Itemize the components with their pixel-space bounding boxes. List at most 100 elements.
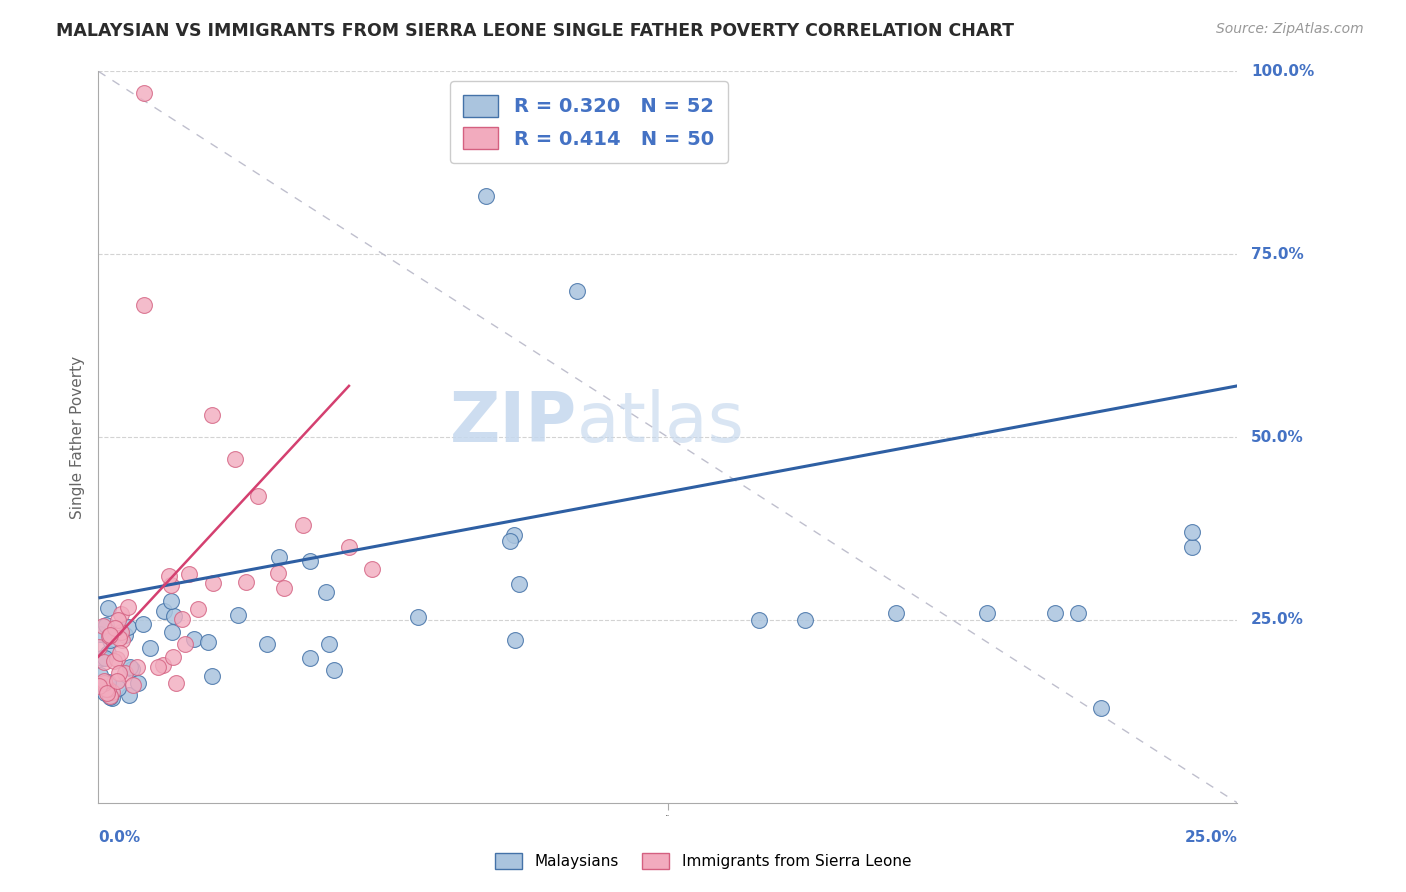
Point (256, 637, 278, 651)
Point (1067, 606, 1090, 620)
Point (98, 628, 121, 642)
Point (565, 284, 588, 298)
Point (118, 688, 141, 702)
Point (173, 637, 195, 651)
Point (87, 640, 110, 654)
Point (318, 637, 340, 651)
Y-axis label: Single Father Poverty: Single Father Poverty (69, 356, 84, 518)
Point (96, 686, 118, 700)
Point (107, 614, 129, 628)
Point (976, 606, 998, 620)
Point (152, 658, 174, 673)
Point (224, 452, 246, 467)
Point (91, 651, 114, 665)
Point (201, 575, 224, 590)
Point (299, 651, 322, 665)
Point (117, 600, 139, 615)
Point (93, 676, 115, 690)
Point (91, 619, 114, 633)
Point (100, 685, 122, 699)
Point (406, 609, 429, 624)
Point (139, 640, 162, 655)
Text: 0.0%: 0.0% (98, 830, 141, 845)
Point (337, 540, 360, 554)
Text: 25.0%: 25.0% (1251, 613, 1303, 627)
Point (132, 87, 155, 101)
Point (163, 608, 186, 623)
Text: ZIP: ZIP (450, 389, 576, 456)
Point (1090, 700, 1112, 714)
Point (152, 604, 174, 618)
Point (166, 676, 188, 690)
Point (235, 575, 257, 590)
Point (103, 655, 125, 669)
Point (89, 627, 111, 641)
Point (108, 665, 131, 680)
Point (177, 567, 200, 582)
Point (508, 577, 530, 591)
Point (157, 568, 180, 582)
Point (122, 678, 145, 692)
Point (105, 652, 128, 666)
Point (87, 679, 110, 693)
Point (93, 651, 115, 665)
Text: 75.0%: 75.0% (1251, 247, 1303, 261)
Text: MALAYSIAN VS IMMIGRANTS FROM SIERRA LEONE SINGLE FATHER POVERTY CORRELATION CHAR: MALAYSIAN VS IMMIGRANTS FROM SIERRA LEON… (56, 22, 1014, 40)
Point (98, 632, 121, 647)
Point (114, 628, 136, 642)
Point (187, 602, 209, 616)
Point (108, 646, 131, 660)
Point (100, 690, 122, 705)
Point (132, 298, 155, 312)
Point (1043, 606, 1066, 620)
Point (162, 650, 184, 665)
Point (114, 665, 136, 680)
Point (117, 620, 139, 634)
Point (170, 612, 193, 626)
Point (201, 669, 224, 683)
Point (98, 690, 121, 705)
Point (360, 562, 382, 576)
Point (160, 625, 183, 640)
Point (322, 663, 344, 677)
Point (273, 581, 295, 595)
Point (474, 188, 496, 202)
Point (98, 690, 121, 704)
Point (97, 646, 120, 660)
Point (267, 549, 290, 564)
Point (94, 618, 117, 632)
Point (503, 632, 526, 647)
Text: 25.0%: 25.0% (1184, 830, 1237, 845)
Point (160, 594, 183, 608)
Point (89, 668, 111, 682)
Point (499, 534, 522, 549)
Text: 50.0%: 50.0% (1251, 430, 1303, 444)
Point (159, 578, 181, 592)
Point (127, 676, 149, 690)
Point (96, 600, 118, 615)
Point (246, 489, 269, 503)
Point (267, 566, 290, 580)
Point (299, 554, 322, 568)
Point (132, 617, 155, 632)
Point (93, 674, 115, 689)
Point (793, 613, 815, 627)
Point (292, 517, 315, 532)
Point (104, 621, 127, 635)
Legend: Malaysians, Immigrants from Sierra Leone: Malaysians, Immigrants from Sierra Leone (489, 847, 917, 875)
Point (503, 528, 526, 542)
Point (1181, 525, 1204, 540)
Point (97, 674, 120, 689)
Legend: R = 0.320   N = 52, R = 0.414   N = 50: R = 0.320 N = 52, R = 0.414 N = 50 (450, 81, 728, 163)
Text: atlas: atlas (576, 389, 745, 456)
Point (226, 607, 249, 622)
Point (107, 681, 129, 695)
Point (97, 682, 120, 697)
Point (110, 624, 132, 639)
Point (105, 674, 128, 689)
Point (197, 635, 219, 649)
Point (98, 629, 121, 643)
Point (94, 686, 117, 700)
Point (94, 682, 117, 697)
Point (201, 408, 224, 422)
